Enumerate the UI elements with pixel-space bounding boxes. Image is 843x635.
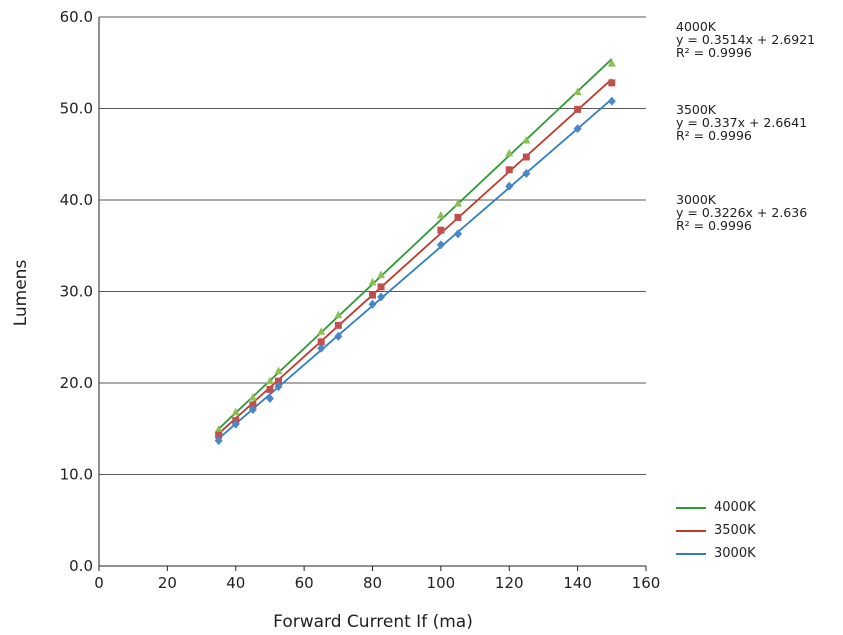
x-axis-title: Forward Current If (ma) [273,612,473,632]
y-axis-title: Lumens [11,260,31,327]
data-point [369,291,376,299]
data-point [377,270,386,279]
data-point [505,181,514,191]
legend-item-4000k: 4000K [676,496,756,519]
data-point [317,343,326,353]
r-squared-text: R² = 0.9996 [676,218,752,233]
gridlines [99,16,646,475]
data-point [454,213,462,221]
data-point [334,331,343,341]
x-tick-label: 60 [295,574,314,592]
equation-text: y = 0.337x + 2.6641 [676,115,808,130]
data-point [274,366,283,375]
data-point [317,327,326,335]
equation-text: y = 0.3226x + 2.636 [676,205,808,220]
data-point [608,79,616,87]
x-tick-label: 80 [363,574,382,592]
data-point [215,431,223,439]
data-point [231,419,240,429]
data-point [368,277,377,286]
data-point [505,166,513,174]
tick-labels: 0.0 10.0 20.0 30.0 40.0 50.0 60.0 0 20 40 60 80 100 1… [60,8,661,592]
x-tick-label: 20 [158,574,177,592]
data-point [377,292,386,302]
legend-label: 3500K [714,523,756,538]
data-point [453,199,462,207]
y-tick-label: 10.0 [60,466,93,484]
data-point [231,407,240,416]
x-tick-label: 120 [495,574,524,592]
legend-label: 3000K [714,546,756,561]
data-point [607,59,616,67]
trendline-equation-3500k: 3500K y = 0.337x + 2.6641 R² = 0.9996 [676,103,807,142]
data-points [214,59,616,446]
data-point [453,229,462,239]
data-point [249,401,257,409]
legend-swatch [676,506,706,509]
data-point [274,377,282,385]
data-point [317,338,325,346]
data-point [334,321,342,329]
data-point [573,124,582,134]
legend-item-3000k: 3000K [676,542,756,565]
data-point [265,376,274,385]
equation-title: 3000K [676,192,717,207]
data-point [607,96,616,106]
legend-swatch [676,552,706,555]
data-point [522,168,531,178]
data-point [334,310,343,319]
trendline-equation-4000k: 4000K y = 0.3514x + 2.6921 R² = 0.9996 [676,20,815,59]
y-tick-label: 60.0 [60,8,93,26]
x-tick-label: 0 [94,574,104,592]
equation-title: 3500K [676,102,717,117]
data-point [573,87,582,96]
axes [98,17,647,571]
y-tick-label: 20.0 [60,374,93,392]
data-point [214,436,223,446]
trendlines [218,58,613,440]
data-point [437,226,445,234]
data-point [574,105,582,113]
data-point [368,299,377,309]
x-tick-label: 160 [632,574,661,592]
data-point [377,283,385,291]
data-point [266,385,274,393]
data-point [214,425,223,433]
trendline-equation-3000k: 3000K y = 0.3226x + 2.636 R² = 0.9996 [676,193,807,232]
data-point [522,136,531,144]
legend-item-3500k: 3500K [676,519,756,542]
r-squared-text: R² = 0.9996 [676,45,752,60]
x-tick-label: 40 [226,574,245,592]
legend-swatch [676,529,706,532]
data-point [248,405,257,415]
equation-title: 4000K [676,19,717,34]
r-squared-text: R² = 0.9996 [676,128,752,143]
trendline-3000K [218,98,613,440]
x-tick-label: 100 [427,574,456,592]
legend-label: 4000K [714,500,756,515]
legend: 4000K 3500K 3000K [676,496,756,565]
data-point [248,393,257,401]
y-tick-label: 40.0 [60,191,93,209]
y-tick-label: 50.0 [60,100,93,118]
data-point [522,153,530,161]
y-tick-label: 30.0 [60,283,93,301]
data-point [436,211,445,219]
x-tick-label: 140 [563,574,592,592]
y-tick-label: 0.0 [69,557,93,575]
trendline-3500K [218,78,613,435]
data-point [505,148,514,157]
trendline-4000K [218,58,613,430]
data-point [274,382,283,392]
equation-text: y = 0.3514x + 2.6921 [676,32,816,47]
data-point [436,240,445,250]
data-point [265,394,274,404]
